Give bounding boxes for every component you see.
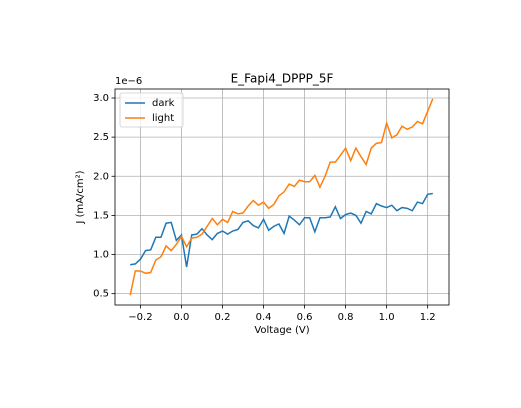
- x-tick-label: 1.0: [379, 312, 395, 323]
- x-tick-label: 0.2: [215, 312, 231, 323]
- y-offset-label: 1e−6: [115, 76, 142, 87]
- x-tick-label: 0.8: [338, 312, 354, 323]
- y-tick-label: 2.5: [93, 132, 109, 143]
- y-tick-label: 0.5: [93, 289, 109, 300]
- x-tick-label: −0.2: [128, 312, 152, 323]
- data-line: [129, 98, 434, 296]
- y-tick-label: 2.0: [93, 171, 109, 182]
- axes-frame: [114, 88, 450, 306]
- legend-label: dark: [152, 98, 175, 109]
- chart-title: E_Fapi4_DPPP_5F: [231, 72, 334, 86]
- y-tick-label: 1.5: [93, 210, 109, 221]
- x-axis-label: Voltage (V): [254, 325, 309, 336]
- y-axis-label: J (mA/cm²): [75, 170, 86, 224]
- data-line: [130, 192, 433, 268]
- x-tick-label: 0.4: [256, 312, 272, 323]
- legend-label: light: [152, 113, 174, 124]
- x-tick-label: 0.6: [297, 312, 313, 323]
- x-tick-label: 1.2: [420, 312, 436, 323]
- x-tick-label: 0.0: [174, 312, 190, 323]
- y-tick-label: 1.0: [93, 250, 109, 261]
- y-tick-label: 3.0: [93, 93, 109, 104]
